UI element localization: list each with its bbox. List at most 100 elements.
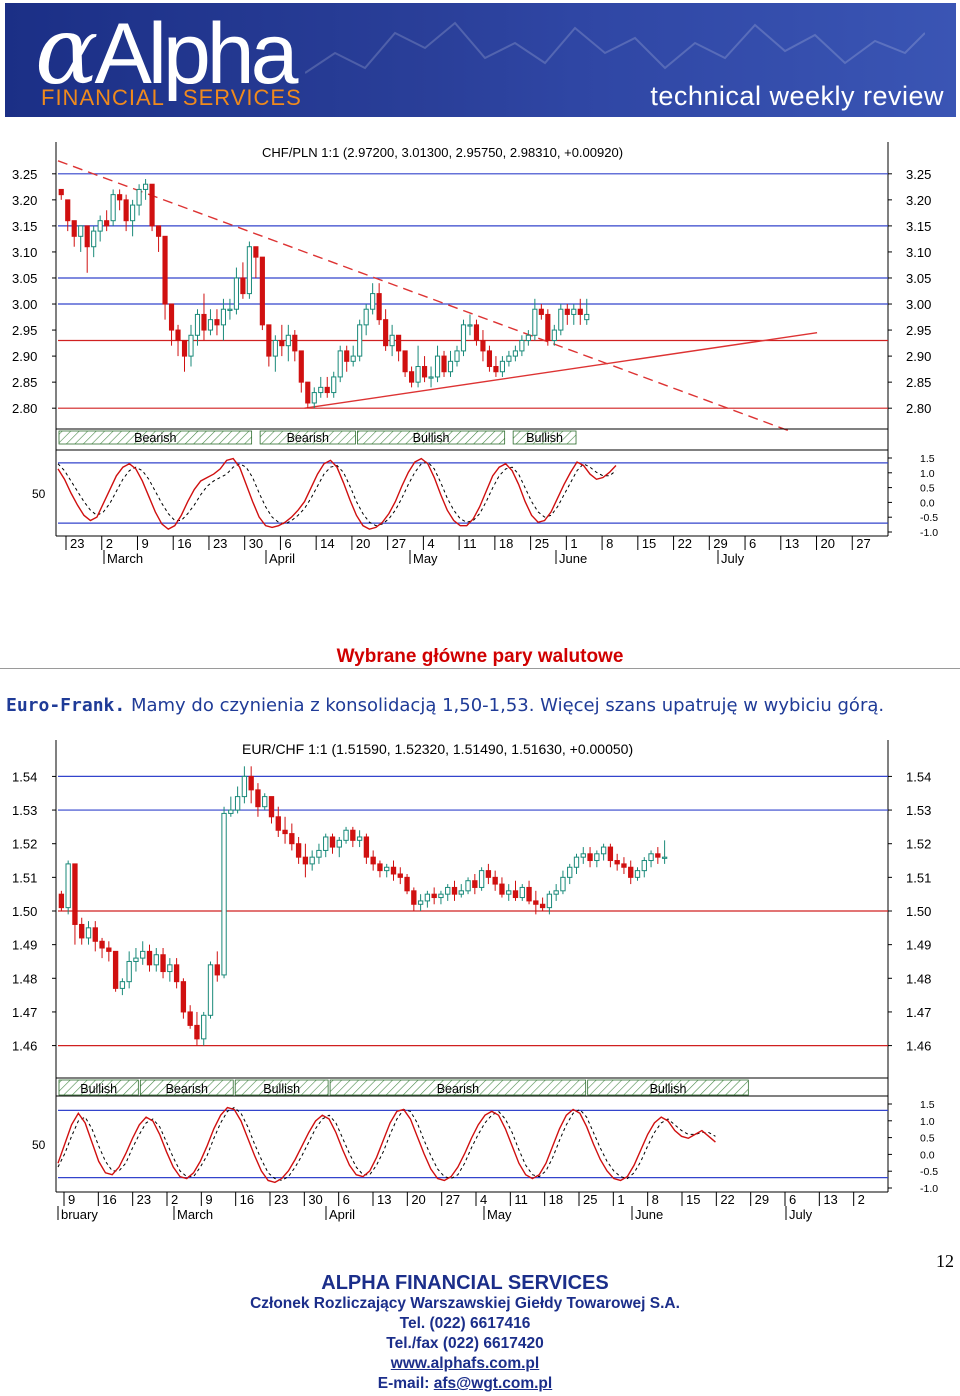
candlestick (587, 847, 593, 868)
x-tick-label: 20 (356, 536, 370, 551)
bullish-candle-body (85, 927, 92, 939)
bearish-candle-body (545, 313, 551, 341)
y-tick-label-right: 2.85 (906, 375, 931, 390)
footer-email-link[interactable]: afs@wgt.com.pl (433, 1375, 553, 1392)
candlestick (486, 345, 493, 372)
candlestick (162, 235, 168, 320)
bearish-candle-body (65, 199, 71, 222)
y-tick-label-right: 1.54 (906, 769, 931, 784)
candlestick (324, 376, 330, 398)
candlestick (441, 350, 447, 377)
bearish-candle-body (390, 866, 397, 875)
signal-band (58, 1079, 139, 1096)
candlestick (246, 241, 252, 299)
bullish-candle-body (221, 812, 227, 976)
bearish-candle-body (485, 870, 492, 878)
candlestick (512, 880, 519, 901)
candlestick (104, 210, 110, 232)
candlestick (451, 880, 458, 901)
indicator-tick-label: 1.5 (920, 453, 935, 465)
x-tick-label: 9 (205, 1192, 212, 1207)
x-tick-label: 8 (606, 536, 613, 551)
x-tick-label: 27 (392, 536, 406, 551)
x-tick-label: 2 (171, 1192, 178, 1207)
candlestick (173, 958, 180, 989)
candlestick (584, 298, 590, 325)
month-label: May (413, 551, 438, 566)
y-tick-label-right: 1.51 (906, 870, 931, 885)
bearish-candle-body (248, 775, 254, 791)
candlestick (538, 304, 544, 320)
indicator-tick-label: 0.0 (920, 1149, 935, 1161)
bullish-candle-body (415, 366, 421, 383)
bullish-candle-body (460, 324, 467, 352)
bearish-candle-body (607, 846, 614, 862)
bearish-candle-body (655, 853, 661, 858)
x-tick-label: 2 (106, 536, 113, 551)
candlestick (106, 941, 112, 962)
candlestick (377, 860, 383, 878)
y-tick-label-right: 1.52 (906, 837, 931, 852)
signal-label: Bullish (413, 431, 450, 445)
bearish-candle-body (493, 366, 499, 373)
y-tick-label-right: 3.20 (906, 193, 931, 208)
bullish-candle-body (91, 230, 97, 248)
candlestick (136, 184, 142, 216)
candlestick (79, 917, 85, 945)
bullish-candle-body (445, 886, 451, 895)
candlestick (467, 314, 473, 336)
commentary: Euro-Frank. Mamy do czynienia z konsolid… (6, 695, 884, 716)
footer-website-link[interactable]: www.alphafs.com.pl (390, 1355, 540, 1372)
candlestick (370, 850, 376, 871)
bullish-candle-body (551, 329, 557, 341)
bullish-candle-body (661, 856, 668, 859)
candlestick (84, 225, 90, 273)
bullish-candle-body (336, 839, 342, 848)
signal-label: Bullish (650, 1082, 687, 1096)
signal-label: Bullish (263, 1082, 300, 1096)
candlestick (268, 796, 275, 824)
bullish-candle-body (506, 355, 512, 362)
x-tick-label: 29 (713, 536, 727, 551)
bullish-candle-body (546, 893, 553, 909)
bearish-candle-body (266, 324, 272, 357)
bullish-candle-body (363, 308, 369, 326)
candlestick (533, 890, 539, 915)
bullish-candle-body (447, 360, 454, 373)
y-tick-label-left: 1.53 (12, 803, 37, 818)
bullish-candle-body (241, 775, 248, 798)
candlestick (187, 1005, 193, 1029)
bullish-candle-body (357, 324, 363, 357)
bearish-candle-body (168, 303, 175, 331)
candlestick (480, 330, 486, 362)
indicator-mid-label: 50 (32, 487, 46, 501)
x-tick-label: 23 (213, 536, 227, 551)
bullish-candle-body (233, 277, 239, 310)
candlestick (363, 304, 369, 336)
bullish-candle-body (228, 809, 234, 814)
header-banner: αAlpha FINANCIAL SERVICES technical weekl… (5, 3, 956, 117)
candlestick (655, 847, 661, 864)
bearish-candle-body (404, 876, 410, 892)
candlestick (571, 304, 577, 325)
x-tick-label: 27 (446, 1192, 460, 1207)
month-label: July (721, 551, 745, 566)
candlestick (259, 256, 265, 331)
x-tick-label: 14 (320, 536, 334, 551)
signal-band (259, 430, 356, 445)
candlestick (472, 873, 478, 895)
candlestick (119, 978, 126, 996)
x-tick-label: 30 (308, 1192, 322, 1207)
candlestick (253, 246, 259, 278)
y-tick-label-right: 3.10 (906, 245, 931, 260)
bullish-candle-body (560, 876, 566, 892)
candlestick (110, 189, 116, 226)
candlestick (506, 350, 512, 367)
x-tick-label: 16 (102, 1192, 116, 1207)
bullish-candle-body (311, 392, 317, 404)
candlestick (580, 847, 586, 864)
y-tick-label-left: 1.49 (12, 938, 37, 953)
candlestick (188, 324, 194, 367)
candlestick (607, 843, 614, 868)
bullish-candle-body (143, 183, 149, 190)
